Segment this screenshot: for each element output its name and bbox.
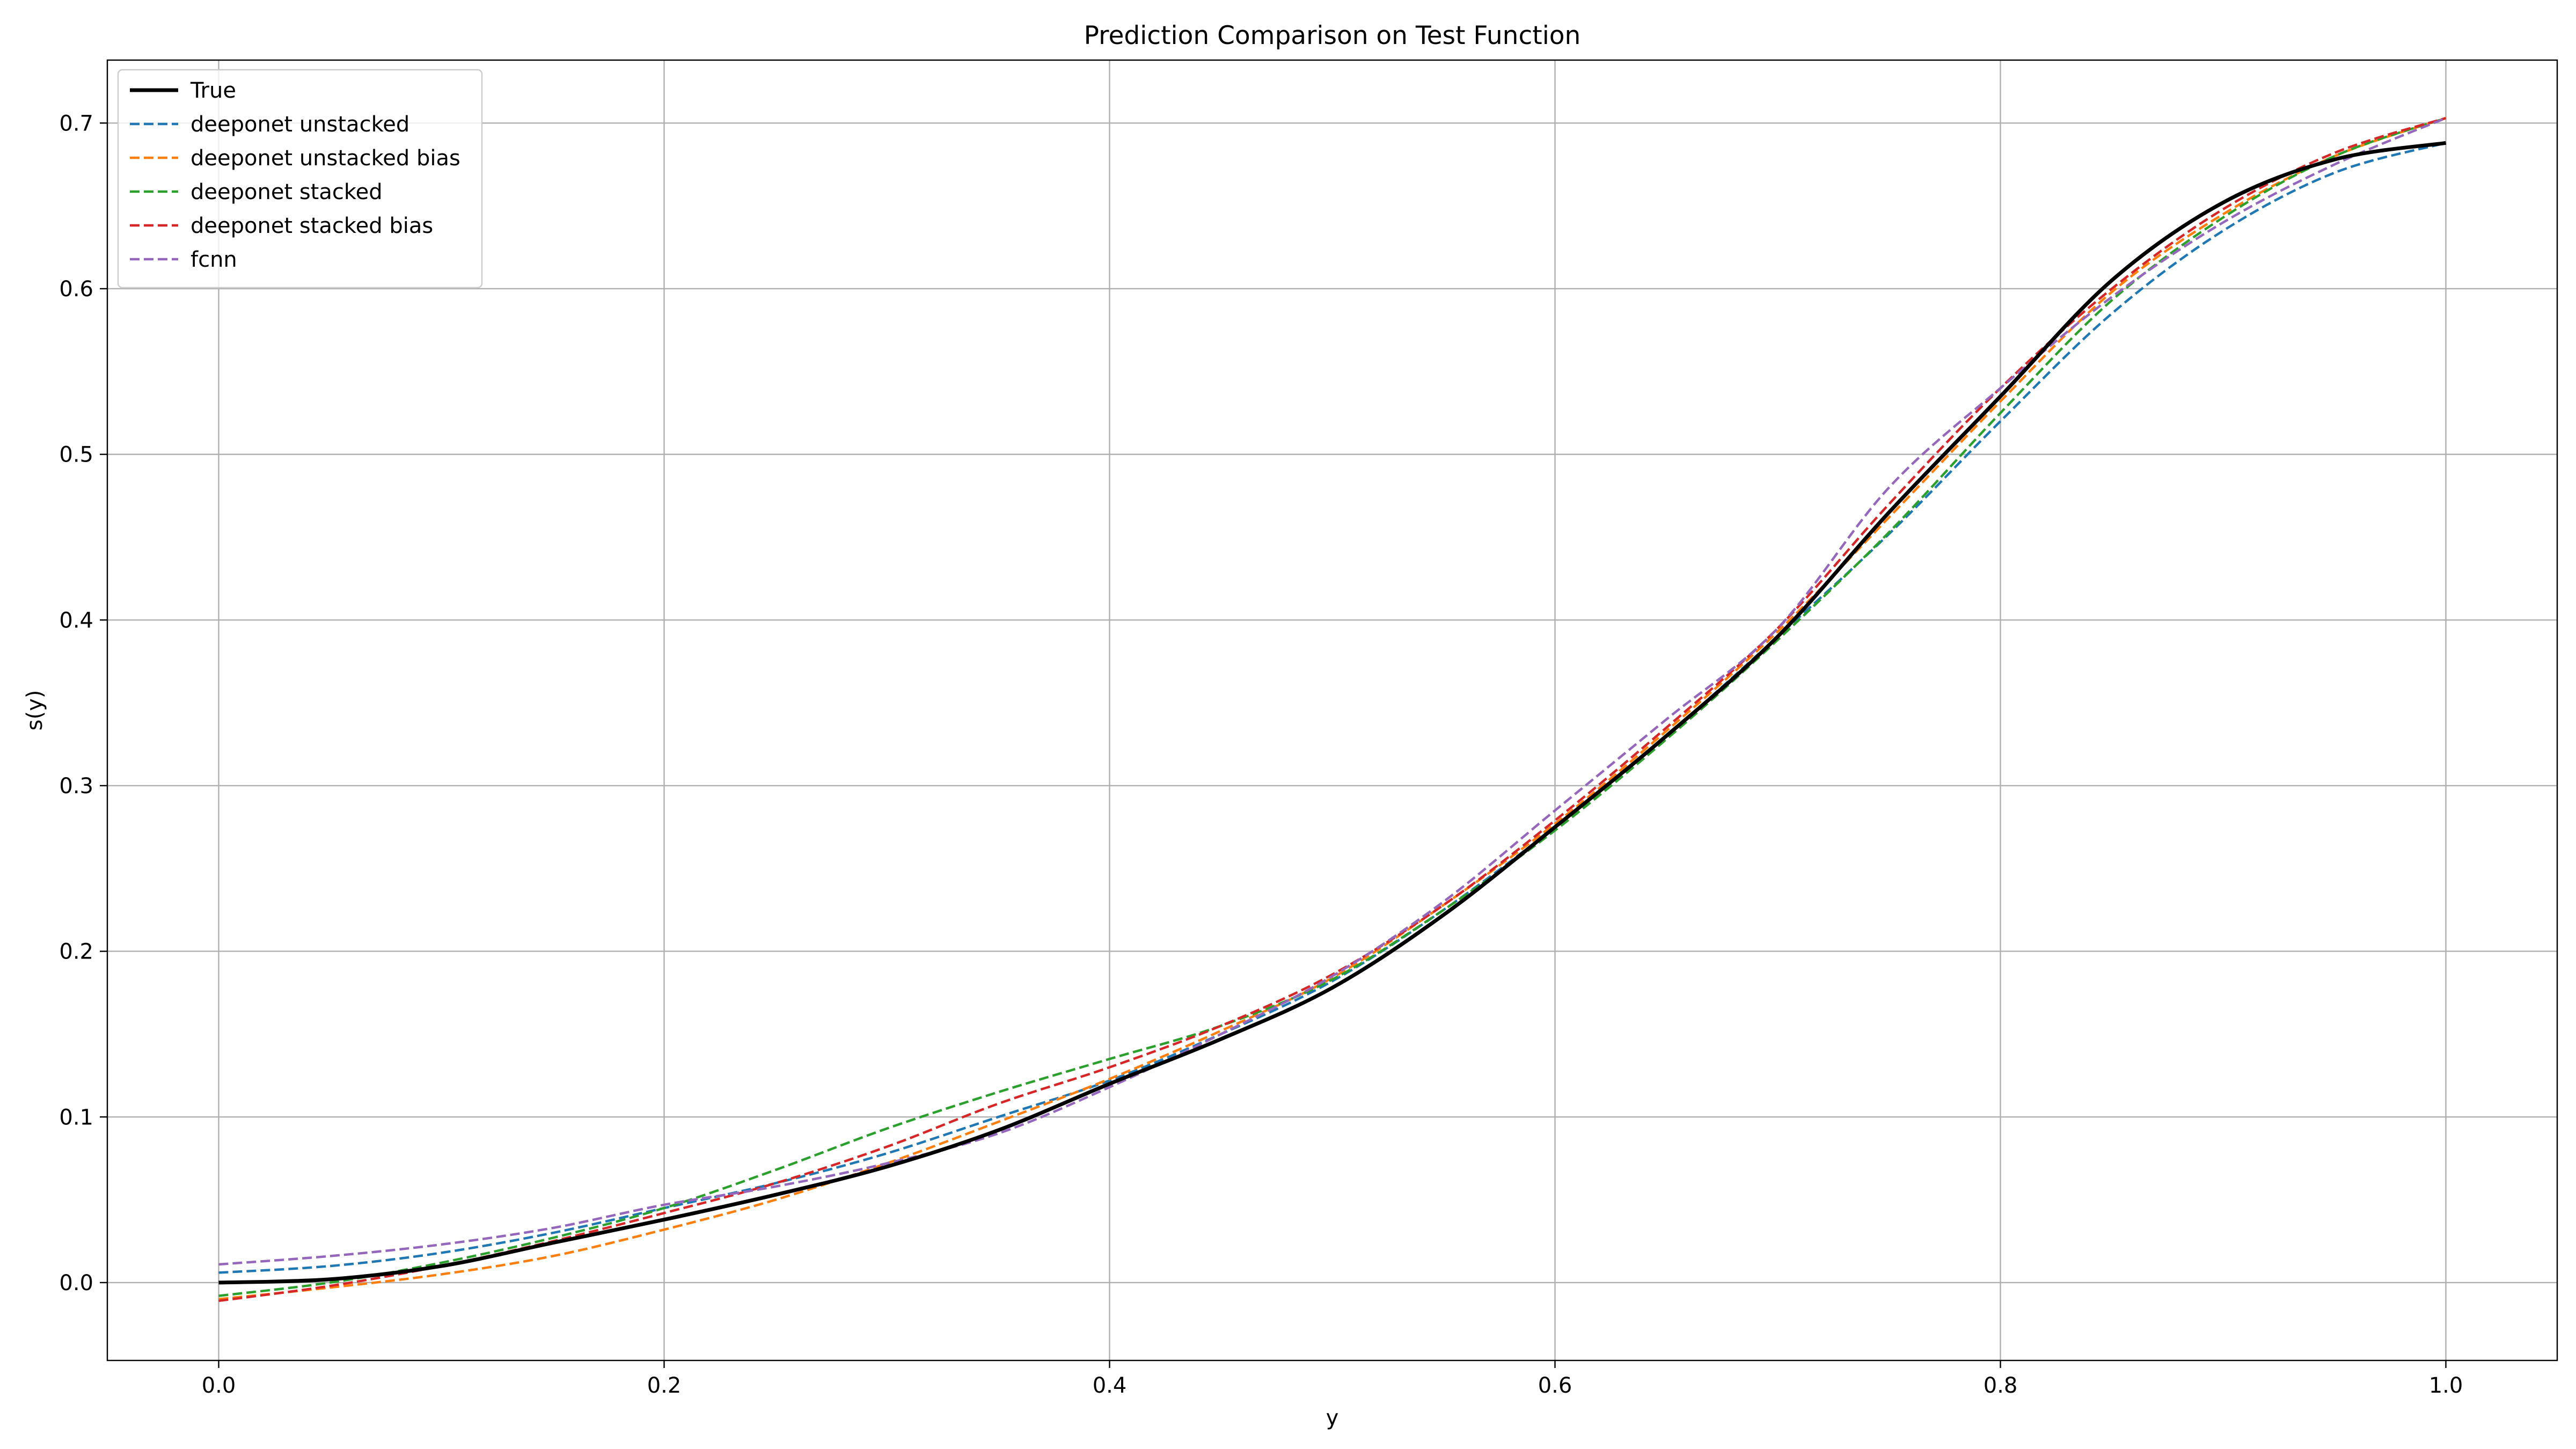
legend: True deeponet unstacked deeponet unstacked… — [117, 69, 483, 289]
y-tick-label: 0.1 — [59, 1105, 93, 1130]
legend-label: True — [190, 78, 236, 103]
x-axis-ticks: 0.0 0.2 0.4 0.6 0.8 1.0 — [202, 1360, 2463, 1398]
legend-label: deeponet unstacked — [191, 112, 409, 137]
series-line-deeponet-unstacked — [218, 142, 2447, 1274]
y-tick-label: 0.4 — [59, 608, 93, 633]
legend-label: fcnn — [191, 247, 237, 272]
y-axis-label: s(y) — [23, 690, 47, 731]
y-tick-label: 0.0 — [59, 1271, 93, 1296]
series-line-fcnn — [218, 116, 2447, 1266]
series-layer — [218, 116, 2447, 1302]
series-line-deeponet-stacked — [218, 116, 2447, 1297]
x-tick-label: 0.2 — [647, 1373, 682, 1398]
series-line-deeponet-stacked-bias — [218, 116, 2447, 1302]
legend-label: deeponet stacked bias — [191, 214, 433, 238]
x-tick-label: 1.0 — [2429, 1373, 2463, 1398]
legend-box — [117, 69, 483, 289]
x-tick-label: 0.8 — [1984, 1373, 2018, 1398]
legend-label: deeponet unstacked bias — [191, 146, 460, 171]
x-axis-label: y — [1326, 1406, 1339, 1430]
y-axis-ticks: 0.0 0.1 0.2 0.3 0.4 0.5 0.6 0.7 — [59, 111, 107, 1296]
x-tick-label: 0.0 — [202, 1373, 236, 1398]
legend-label: deeponet stacked — [191, 180, 383, 204]
plot-frame — [106, 59, 2558, 1362]
series-line-true — [218, 141, 2447, 1285]
chart-title: Prediction Comparison on Test Function — [1084, 21, 1581, 50]
series-line-deeponet-unstacked-bias — [218, 116, 2447, 1301]
x-tick-label: 0.4 — [1093, 1373, 1127, 1398]
y-tick-label: 0.2 — [59, 940, 93, 964]
grid — [107, 60, 2557, 1360]
y-tick-label: 0.6 — [59, 277, 93, 302]
y-tick-label: 0.5 — [59, 443, 93, 467]
y-tick-label: 0.7 — [59, 111, 93, 136]
y-tick-label: 0.3 — [59, 774, 93, 799]
x-tick-label: 0.6 — [1538, 1373, 1572, 1398]
